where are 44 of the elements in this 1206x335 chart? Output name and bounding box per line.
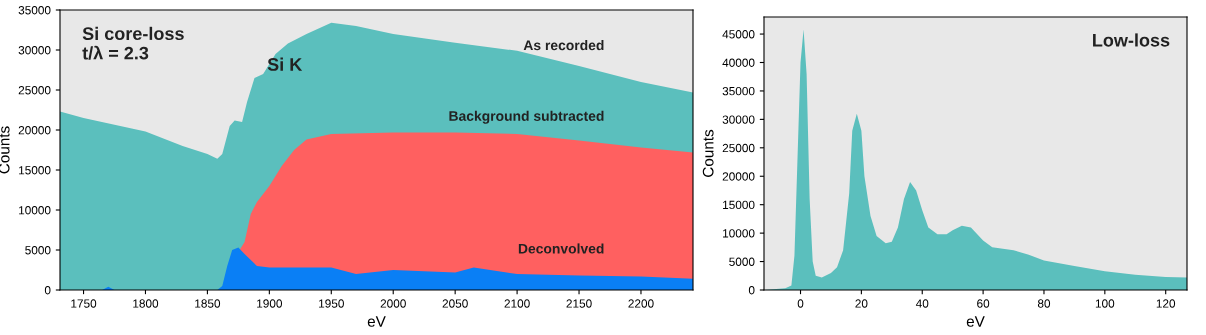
- y-tick-label: 5000: [25, 246, 51, 255]
- y-tick-label: 25000: [18, 86, 51, 95]
- y-tick-label: 35000: [722, 86, 755, 96]
- x-tick-label: 1900: [257, 299, 283, 308]
- x-tick-label: 2100: [504, 299, 530, 308]
- y-tick-label: 0: [748, 286, 755, 295]
- y-tick-label: 10000: [19, 206, 51, 215]
- y-tick-label: 45000: [722, 30, 755, 39]
- x-tick-label: 40: [915, 299, 929, 308]
- x-tick-label: 2050: [442, 299, 468, 308]
- x-tick-label: 2150: [566, 299, 592, 308]
- annotation: Si core-loss t/λ = 2.3: [82, 26, 184, 60]
- x-tick-label: 100: [1095, 299, 1115, 308]
- x-tick-label: 1800: [133, 299, 159, 308]
- series-label: As recorded: [523, 40, 604, 51]
- y-tick-label: 10000: [723, 229, 755, 238]
- x-tick-label: 60: [977, 299, 990, 308]
- y-tick-label: 0: [44, 286, 51, 295]
- y-tick-label: 20000: [722, 172, 755, 181]
- x-axis-title: eV: [966, 316, 985, 327]
- x-tick-label: 2000: [380, 299, 406, 308]
- y-axis-title: Counts: [702, 129, 714, 177]
- x-tick-label: 120: [1156, 299, 1176, 308]
- x-tick-label: 80: [1037, 299, 1051, 308]
- x-tick-label: 1850: [195, 299, 221, 308]
- series-label: Deconvolved: [518, 243, 604, 254]
- y-tick-label: 25000: [722, 143, 755, 153]
- x-tick-label: 0: [797, 299, 804, 308]
- x-tick-label: 1750: [71, 299, 97, 308]
- annotation: Si K: [267, 57, 303, 71]
- y-tick-label: 30000: [722, 115, 755, 124]
- y-tick-label: 35000: [18, 6, 51, 15]
- annotation: Low-loss: [1093, 33, 1170, 47]
- y-tick-label: 20000: [18, 126, 51, 135]
- x-tick-label: 20: [855, 299, 868, 308]
- y-tick-label: 15000: [723, 200, 755, 210]
- y-tick-label: 15000: [19, 166, 51, 175]
- x-tick-label: 2200: [628, 299, 654, 308]
- x-tick-label: 1950: [319, 299, 344, 308]
- y-tick-label: 30000: [18, 46, 51, 55]
- series-label: Background subtracted: [449, 110, 604, 124]
- y-tick-label: 40000: [722, 58, 755, 67]
- x-axis-title: eV: [367, 316, 386, 327]
- y-tick-label: 5000: [729, 257, 755, 266]
